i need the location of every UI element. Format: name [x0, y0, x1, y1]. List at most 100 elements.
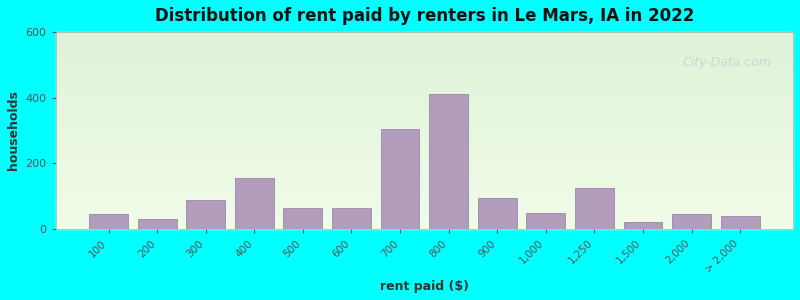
- Bar: [56, 93, 793, 95]
- Bar: [56, 44, 793, 46]
- Bar: [56, 127, 793, 129]
- Bar: [89, 214, 128, 229]
- Bar: [56, 111, 793, 113]
- Bar: [56, 85, 793, 87]
- Bar: [56, 158, 793, 160]
- Bar: [56, 190, 793, 192]
- Bar: [56, 194, 793, 196]
- Bar: [56, 117, 793, 119]
- Bar: [56, 207, 793, 209]
- Bar: [56, 166, 793, 168]
- Bar: [56, 219, 793, 221]
- Bar: [56, 83, 793, 85]
- Bar: [56, 130, 793, 133]
- Bar: [56, 176, 793, 178]
- Bar: [56, 79, 793, 81]
- Bar: [283, 208, 322, 229]
- Bar: [56, 140, 793, 142]
- Bar: [56, 213, 793, 215]
- Bar: [56, 146, 793, 148]
- Bar: [56, 34, 793, 36]
- Bar: [56, 144, 793, 146]
- Bar: [56, 211, 793, 213]
- Bar: [56, 52, 793, 54]
- Bar: [56, 164, 793, 166]
- Bar: [56, 50, 793, 52]
- Bar: [56, 180, 793, 182]
- Bar: [56, 95, 793, 97]
- Bar: [381, 129, 419, 229]
- Bar: [56, 150, 793, 152]
- Bar: [56, 119, 793, 121]
- Bar: [575, 188, 614, 229]
- Bar: [56, 160, 793, 162]
- Bar: [56, 148, 793, 150]
- Bar: [56, 203, 793, 206]
- Bar: [235, 178, 274, 229]
- Bar: [56, 188, 793, 190]
- Bar: [56, 60, 793, 61]
- Y-axis label: households: households: [7, 91, 20, 170]
- Bar: [56, 68, 793, 70]
- Bar: [56, 64, 793, 65]
- Bar: [56, 32, 793, 34]
- Bar: [56, 77, 793, 79]
- Bar: [526, 213, 566, 229]
- Bar: [56, 74, 793, 75]
- Bar: [56, 172, 793, 174]
- Bar: [56, 192, 793, 194]
- Bar: [56, 221, 793, 223]
- Bar: [56, 197, 793, 200]
- Bar: [56, 152, 793, 154]
- Bar: [56, 225, 793, 227]
- Bar: [56, 91, 793, 93]
- Bar: [56, 36, 793, 38]
- Bar: [56, 138, 793, 140]
- Bar: [56, 182, 793, 184]
- Bar: [56, 107, 793, 109]
- Bar: [56, 101, 793, 103]
- Bar: [56, 223, 793, 225]
- Bar: [56, 70, 793, 71]
- Bar: [56, 123, 793, 124]
- Bar: [56, 184, 793, 186]
- Bar: [56, 54, 793, 56]
- Bar: [332, 208, 371, 229]
- Bar: [56, 87, 793, 89]
- Bar: [56, 121, 793, 123]
- Bar: [56, 124, 793, 127]
- Bar: [56, 38, 793, 40]
- Bar: [56, 48, 793, 50]
- Bar: [56, 136, 793, 138]
- Bar: [56, 134, 793, 136]
- Bar: [56, 97, 793, 99]
- Title: Distribution of rent paid by renters in Le Mars, IA in 2022: Distribution of rent paid by renters in …: [154, 7, 694, 25]
- Bar: [56, 170, 793, 172]
- Bar: [56, 81, 793, 83]
- Bar: [56, 61, 793, 64]
- Bar: [56, 109, 793, 111]
- Bar: [56, 174, 793, 176]
- Bar: [56, 227, 793, 229]
- Bar: [430, 94, 468, 229]
- Bar: [56, 186, 793, 188]
- Bar: [56, 99, 793, 101]
- Bar: [56, 196, 793, 197]
- Bar: [56, 46, 793, 48]
- Bar: [56, 71, 793, 74]
- Bar: [56, 56, 793, 58]
- Bar: [478, 198, 517, 229]
- Bar: [138, 219, 177, 229]
- Text: City-Data.com: City-Data.com: [682, 56, 771, 69]
- Bar: [56, 42, 793, 44]
- Bar: [56, 40, 793, 42]
- Bar: [56, 75, 793, 77]
- Bar: [56, 103, 793, 105]
- X-axis label: rent paid ($): rent paid ($): [380, 280, 469, 293]
- Bar: [56, 133, 793, 134]
- Bar: [186, 200, 225, 229]
- Bar: [56, 209, 793, 211]
- Bar: [56, 142, 793, 144]
- Bar: [56, 206, 793, 207]
- Bar: [721, 216, 759, 229]
